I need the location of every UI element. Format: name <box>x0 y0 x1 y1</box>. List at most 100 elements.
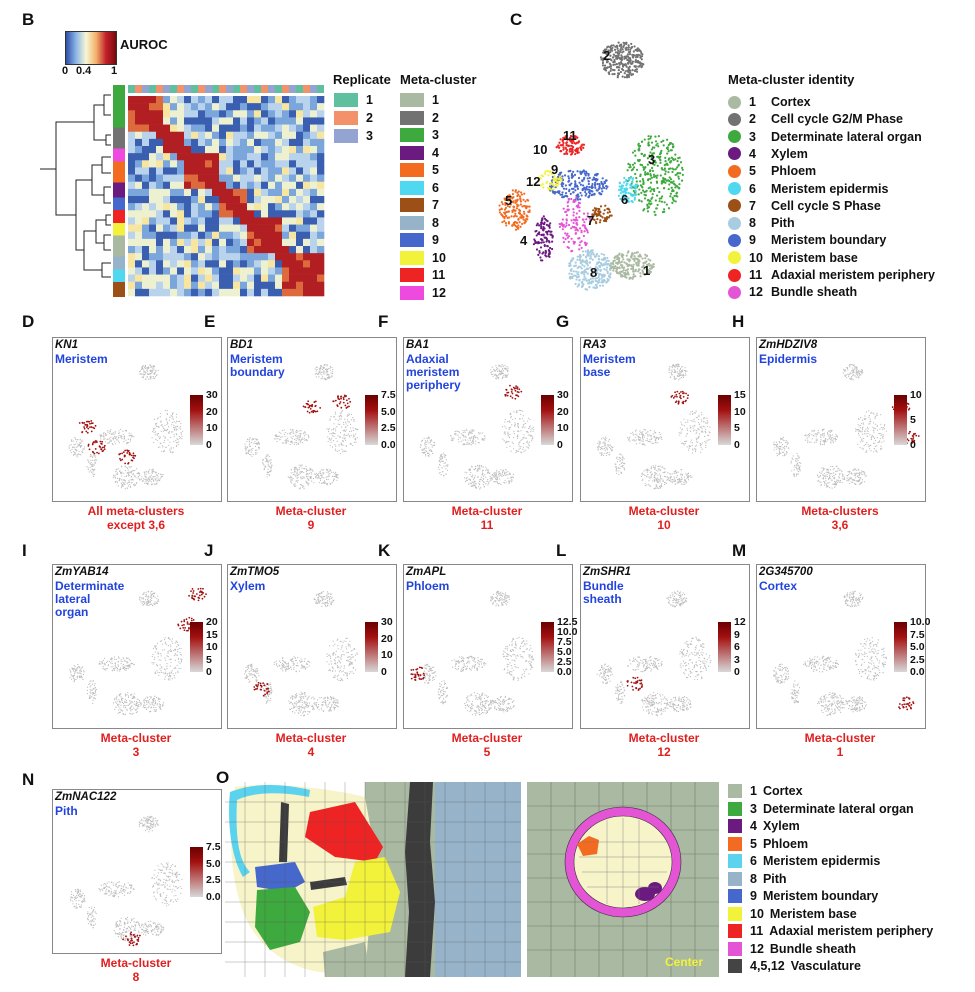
auroc-heatmap <box>128 96 325 297</box>
colorbar-tick: 20 <box>557 405 569 418</box>
identity-name: Meristem base <box>771 250 858 265</box>
identity-num: 10 <box>749 250 763 265</box>
o-legend-item: 5 Phloem <box>728 836 808 851</box>
metacluster-legend-label: 5 <box>432 163 439 177</box>
o-legend-name: Cortex <box>762 784 803 798</box>
colorbar-tick: 2.5 <box>557 656 572 668</box>
gene-description: Xylem <box>230 579 266 593</box>
o-legend-swatch <box>728 819 742 833</box>
umap-cluster-label: 7 <box>587 213 595 228</box>
caption-line-2: 3,6 <box>831 518 849 532</box>
gene-name: KN1 <box>55 339 79 351</box>
metacluster-swatch <box>400 285 424 300</box>
expression-colorbar <box>541 622 554 672</box>
colorbar-tick: 0 <box>734 666 740 678</box>
umap-cluster-label: 3 <box>648 152 656 167</box>
identity-dot <box>728 233 741 247</box>
metacluster-legend-item: 5 <box>400 163 439 177</box>
panel-label-d: D <box>22 312 35 331</box>
colorbar-tick: 5 <box>206 653 212 666</box>
caption-line-1: All meta-clusters <box>87 504 185 518</box>
colorbar-tick: 30 <box>557 389 569 401</box>
metacluster-legend-label: 8 <box>432 215 439 230</box>
identity-dot <box>728 147 741 161</box>
identity-num: 9 <box>749 233 756 248</box>
o-legend-item: 3 Determinate lateral organ <box>728 801 914 816</box>
center-label: Center <box>665 955 704 969</box>
o-legend-item: 10 Meristem base <box>728 906 857 921</box>
gene-name: RA3 <box>583 339 607 351</box>
identity-dot <box>728 216 741 230</box>
identity-dot <box>728 130 741 144</box>
colorbar-tick: 6 <box>734 641 740 653</box>
panel-label-g: G <box>556 312 570 331</box>
colorbar-tick: 7.5 <box>206 841 221 853</box>
metacluster-legend-label: 9 <box>432 233 439 247</box>
colorbar-tick: 0 <box>206 666 212 678</box>
colorbar-tick: 0 <box>206 439 212 451</box>
gene-panel-frame <box>756 564 926 729</box>
panel-label-c: C <box>510 10 523 29</box>
caption-line-1: Meta-cluster <box>100 731 172 745</box>
gene-umap <box>410 590 535 716</box>
replicate-swatch <box>334 93 358 107</box>
umap-cluster-label: 10 <box>533 142 548 157</box>
colorbar-tick: 30 <box>381 616 393 628</box>
umap-cluster-label: 1 <box>643 263 651 278</box>
o-legend-item: 8 Pith <box>728 871 787 886</box>
caption-line-1: Meta-cluster <box>628 504 700 518</box>
metacluster-legend-label: 6 <box>432 180 439 195</box>
caption-line-1: Meta-cluster <box>275 504 347 518</box>
panel-label-j: J <box>204 541 214 560</box>
colorbar-tick: 10.0 <box>557 626 578 638</box>
colorbar-tick: 10 <box>206 641 218 653</box>
o-legend-swatch <box>728 784 742 798</box>
identity-dot <box>728 112 741 126</box>
colorbar-tick: 2.5 <box>910 653 925 666</box>
o-legend-name: Meristem base <box>769 906 857 921</box>
auroc-title: AUROC <box>120 37 168 52</box>
o-legend-name: Meristem boundary <box>762 889 879 903</box>
metacluster-legend-item: 4 <box>400 145 439 160</box>
metacluster-legend-item: 10 <box>400 250 446 265</box>
expression-colorbar <box>190 847 203 897</box>
o-legend-num: 9 <box>750 889 757 903</box>
colorbar-tick: 5.0 <box>206 857 221 870</box>
colorbar-tick: 7.5 <box>910 628 925 641</box>
expression-colorbar <box>365 622 378 672</box>
colorbar-tick: 20 <box>206 616 218 628</box>
o-legend-item: 4,5,12 Vasculature <box>728 959 861 973</box>
identity-legend-item: 8 Pith <box>728 216 795 230</box>
identity-name: Cell cycle S Phase <box>771 198 881 213</box>
o-legend-item: 6 Meristem epidermis <box>728 854 880 868</box>
replicate-swatch <box>334 129 358 143</box>
gene-umap <box>419 364 535 490</box>
o-legend-name: Vasculature <box>790 959 861 973</box>
identity-legend-item: 2 Cell cycle G2/M Phase <box>728 112 903 126</box>
o-legend-num: 11 <box>750 924 764 938</box>
caption-line-2: 12 <box>657 745 671 759</box>
colorbar-tick: 15 <box>734 389 746 401</box>
identity-name: Phloem <box>771 164 817 179</box>
gene-name: ZmYAB14 <box>55 566 109 578</box>
colorbar-tick: 30 <box>206 389 218 401</box>
identity-num: 1 <box>749 95 756 109</box>
o-legend-num: 3 <box>750 801 757 816</box>
identity-dot <box>728 268 741 282</box>
gene-name: ZmSHR1 <box>583 566 631 578</box>
auroc-tick-0: 0 <box>62 65 69 77</box>
caption-line-2: 10 <box>657 518 671 532</box>
o-legend-item: 4 Xylem <box>728 819 800 833</box>
panel-label-i: I <box>22 541 27 560</box>
gene-description: Bundle sheath <box>583 579 624 606</box>
colorbar-tick: 10 <box>206 422 218 435</box>
caption-line-1: Meta-cluster <box>804 731 876 745</box>
gene-panel-frame <box>52 564 222 729</box>
gene-umap <box>773 590 915 717</box>
gene-panel-frame <box>52 789 222 954</box>
o-legend-num: 4 <box>750 819 757 833</box>
colorbar-tick: 5 <box>734 422 740 435</box>
replicate-legend-item: 1 <box>334 93 373 107</box>
gene-umap <box>596 590 712 717</box>
identity-dot <box>728 164 741 178</box>
